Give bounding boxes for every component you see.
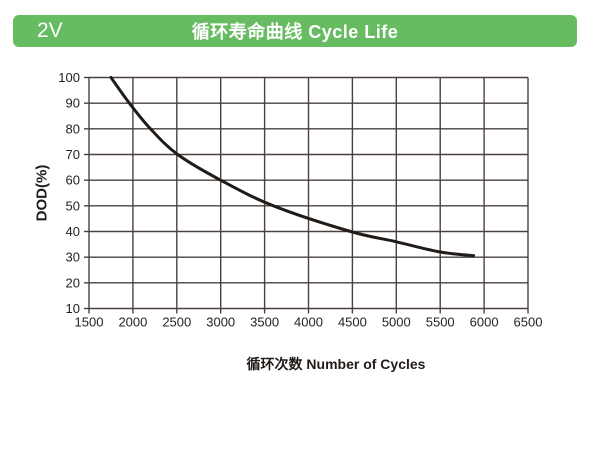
y-tick-label: 80 <box>66 121 80 136</box>
x-axis-title: 循环次数 Number of Cycles <box>246 356 426 372</box>
x-tick-label: 1500 <box>75 315 104 330</box>
y-tick-label: 20 <box>66 275 80 290</box>
x-tick-label: 4500 <box>338 315 367 330</box>
x-tick-label: 5000 <box>382 315 411 330</box>
y-tick-label: 40 <box>66 224 80 239</box>
y-tick-label: 50 <box>66 198 80 213</box>
y-tick-label: 30 <box>66 250 80 265</box>
voltage-badge: 2V <box>37 19 63 42</box>
x-tick-label: 3000 <box>206 315 235 330</box>
x-tick-label: 6000 <box>470 315 499 330</box>
y-tick-label: 70 <box>66 147 80 162</box>
x-tick-label: 5500 <box>426 315 455 330</box>
x-tick-label: 6500 <box>514 315 543 330</box>
y-tick-label: 100 <box>58 70 80 85</box>
y-tick-label: 60 <box>66 173 80 188</box>
x-tick-label: 2000 <box>118 315 147 330</box>
chart-title: 循环寿命曲线 Cycle Life <box>191 22 399 42</box>
y-axis-title: DOD(%) <box>33 164 51 222</box>
header-bar: 2V 循环寿命曲线 Cycle Life <box>13 15 577 47</box>
x-tick-label: 4000 <box>294 315 323 330</box>
x-tick-label: 3500 <box>250 315 279 330</box>
y-tick-label: 90 <box>66 96 80 111</box>
x-tick-label: 2500 <box>162 315 191 330</box>
y-tick-label: 10 <box>66 301 80 316</box>
cycle-life-curve <box>109 76 476 258</box>
